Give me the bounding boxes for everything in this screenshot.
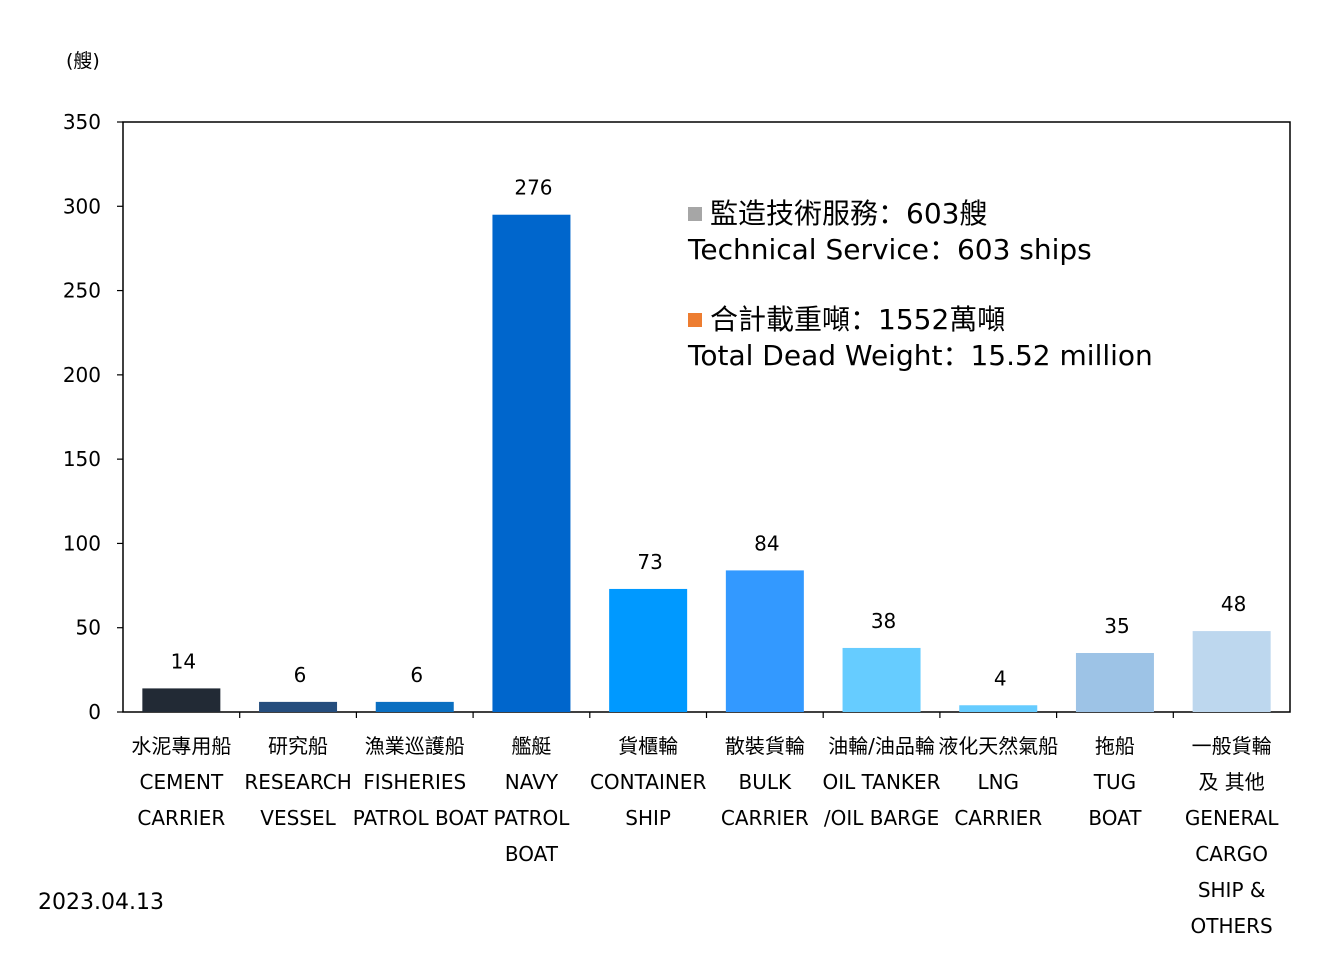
legend-service-en: Technical Service：603 ships xyxy=(688,233,1092,266)
x-category-label-line: RESEARCH xyxy=(244,770,352,794)
x-category-label-line: TUG xyxy=(1093,770,1137,794)
x-category-label-line: OIL TANKER xyxy=(822,770,941,794)
x-category-label-line: 貨櫃輪 xyxy=(618,734,679,758)
bar xyxy=(492,214,571,712)
bar xyxy=(609,588,688,712)
data-label: 48 xyxy=(1221,592,1246,616)
x-category-label-line: BULK xyxy=(738,770,792,794)
bar xyxy=(1192,631,1271,712)
x-category-label-line: 漁業巡護船 xyxy=(364,734,465,758)
x-category-label-line: CEMENT xyxy=(139,770,224,794)
x-category-label: 油輪/油品輪 OIL TANKER/OIL BARGE xyxy=(820,728,944,836)
legend-service-swatch xyxy=(688,207,702,221)
bar xyxy=(725,570,804,712)
x-category-label-line: BOAT xyxy=(504,842,558,866)
y-tick-label: 300 xyxy=(63,194,101,218)
x-category-label-line: 及 其他 xyxy=(1198,770,1265,794)
x-category-label: 研究船 RESEARCH VESSEL xyxy=(236,728,360,836)
x-category-label-line: CARGO xyxy=(1195,842,1269,866)
x-category-label: 液化天然氣船 LNG CARRIER xyxy=(936,728,1060,836)
x-category-label: 水泥專用船 CEMENT CARRIER xyxy=(119,728,243,836)
x-category-label-line: CARRIER xyxy=(954,806,1043,830)
x-category-label-line: LNG xyxy=(977,770,1020,794)
bar xyxy=(1075,653,1154,712)
data-label: 35 xyxy=(1104,614,1129,638)
x-category-label-line: SHIP & xyxy=(1197,878,1266,902)
x-category-label-line: /OIL BARGE xyxy=(823,806,940,830)
x-category-label-line: PATROL BOAT xyxy=(352,806,489,830)
bar xyxy=(959,705,1038,712)
x-category-label-line: 液化天然氣船 xyxy=(938,734,1059,758)
x-category-label-line: NAVY xyxy=(504,770,559,794)
x-category-label-line: 水泥專用船 xyxy=(131,734,232,758)
y-tick-label: 0 xyxy=(88,700,101,724)
y-axis-unit: (艘) xyxy=(66,50,100,72)
x-category-label-line: BOAT xyxy=(1088,806,1142,830)
x-category-label-line: CARRIER xyxy=(137,806,226,830)
legend-weight-swatch xyxy=(688,313,702,327)
y-tick-label: 100 xyxy=(63,531,101,555)
legend-service: 監造技術服務：603艘 Technical Service：603 ships xyxy=(688,196,1153,268)
x-category-label-line: PATROL xyxy=(493,806,570,830)
x-category-label-line: OTHERS xyxy=(1190,914,1273,938)
data-label: 6 xyxy=(410,663,423,687)
legend-weight-zh: 合計載重噸：1552萬噸 xyxy=(710,303,1006,336)
y-tick-label: 250 xyxy=(63,279,101,303)
x-category-label-line: GENERAL xyxy=(1184,806,1279,830)
legend: 監造技術服務：603艘 Technical Service：603 ships … xyxy=(688,196,1153,408)
y-tick-label: 50 xyxy=(76,616,101,640)
x-category-label: 拖船 TUG BOAT xyxy=(1053,728,1177,836)
x-category-label-line: 拖船 xyxy=(1094,734,1135,758)
bar xyxy=(842,647,921,712)
legend-weight-en: Total Dead Weight：15.52 million xyxy=(688,339,1153,372)
x-category-label-line: 油輪/油品輪 xyxy=(828,734,935,758)
x-category-label: 艦艇 NAVY PATROL BOAT xyxy=(469,728,593,872)
legend-weight: 合計載重噸：1552萬噸 Total Dead Weight：15.52 mil… xyxy=(688,302,1153,374)
bar xyxy=(259,701,338,712)
x-category-label-line: 一般貨輪 xyxy=(1191,734,1272,758)
x-category-label-line: VESSEL xyxy=(260,806,336,830)
date-stamp: 2023.04.13 xyxy=(38,890,164,915)
y-tick-label: 200 xyxy=(63,363,101,387)
x-category-label-line: FISHERIES xyxy=(363,770,467,794)
x-category-label-line: 研究船 xyxy=(268,734,329,758)
x-category-label: 漁業巡護船 FISHERIES PATROL BOAT xyxy=(352,728,489,836)
data-label: 14 xyxy=(171,649,196,673)
x-category-label-line: CARRIER xyxy=(720,806,809,830)
x-category-label-line: CONTAINER xyxy=(589,770,707,794)
x-category-label: 散裝貨輪 BULK CARRIER xyxy=(703,728,827,836)
y-tick-label: 350 xyxy=(63,110,101,134)
bar xyxy=(142,688,221,712)
x-category-label-line: 散裝貨輪 xyxy=(724,734,805,758)
legend-service-zh: 監造技術服務：603艘 xyxy=(710,197,988,230)
x-category-label-line: 艦艇 xyxy=(511,734,552,758)
x-category-label: 一般貨輪及 其他 GENERAL CARGO SHIP & OTHERS xyxy=(1170,728,1294,944)
data-label: 4 xyxy=(994,666,1007,690)
data-label: 84 xyxy=(754,531,779,555)
data-label: 276 xyxy=(514,176,552,200)
data-label: 6 xyxy=(294,663,307,687)
y-tick-label: 150 xyxy=(63,447,101,471)
bar xyxy=(375,701,454,712)
x-category-label: 貨櫃輪 CONTAINER SHIP xyxy=(586,728,710,836)
data-label: 73 xyxy=(637,550,662,574)
data-label: 38 xyxy=(871,609,896,633)
x-category-label-line: SHIP xyxy=(625,806,671,830)
